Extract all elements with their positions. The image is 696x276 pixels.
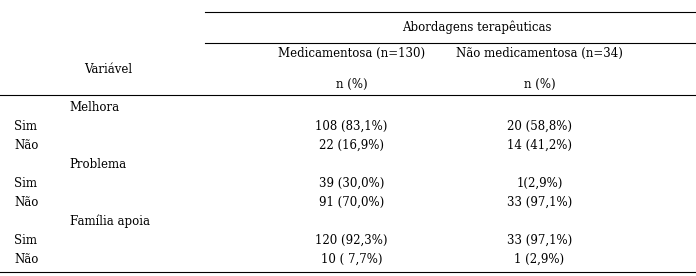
Text: 1(2,9%): 1(2,9%) xyxy=(516,177,562,190)
Text: Não: Não xyxy=(14,139,38,152)
Text: Medicamentosa (n=130): Medicamentosa (n=130) xyxy=(278,47,425,60)
Text: Não: Não xyxy=(14,253,38,266)
Text: Sim: Sim xyxy=(14,234,37,247)
Text: 1 (2,9%): 1 (2,9%) xyxy=(514,253,564,266)
Text: Sim: Sim xyxy=(14,120,37,133)
Text: 120 (92,3%): 120 (92,3%) xyxy=(315,234,388,247)
Text: Não medicamentosa (n=34): Não medicamentosa (n=34) xyxy=(456,47,623,60)
Text: Sim: Sim xyxy=(14,177,37,190)
Text: Problema: Problema xyxy=(70,158,127,171)
Text: 10 ( 7,7%): 10 ( 7,7%) xyxy=(321,253,382,266)
Text: Variável: Variável xyxy=(84,63,132,76)
Text: 20 (58,8%): 20 (58,8%) xyxy=(507,120,572,133)
Text: Melhora: Melhora xyxy=(70,101,120,114)
Text: 33 (97,1%): 33 (97,1%) xyxy=(507,234,572,247)
Text: 14 (41,2%): 14 (41,2%) xyxy=(507,139,572,152)
Text: 22 (16,9%): 22 (16,9%) xyxy=(319,139,384,152)
Text: 33 (97,1%): 33 (97,1%) xyxy=(507,196,572,209)
Text: n (%): n (%) xyxy=(523,78,555,91)
Text: Abordagens terapêuticas: Abordagens terapêuticas xyxy=(402,21,551,34)
Text: 91 (70,0%): 91 (70,0%) xyxy=(319,196,384,209)
Text: n (%): n (%) xyxy=(335,78,367,91)
Text: 39 (30,0%): 39 (30,0%) xyxy=(319,177,384,190)
Text: Família apoia: Família apoia xyxy=(70,215,150,228)
Text: Não: Não xyxy=(14,196,38,209)
Text: 108 (83,1%): 108 (83,1%) xyxy=(315,120,388,133)
